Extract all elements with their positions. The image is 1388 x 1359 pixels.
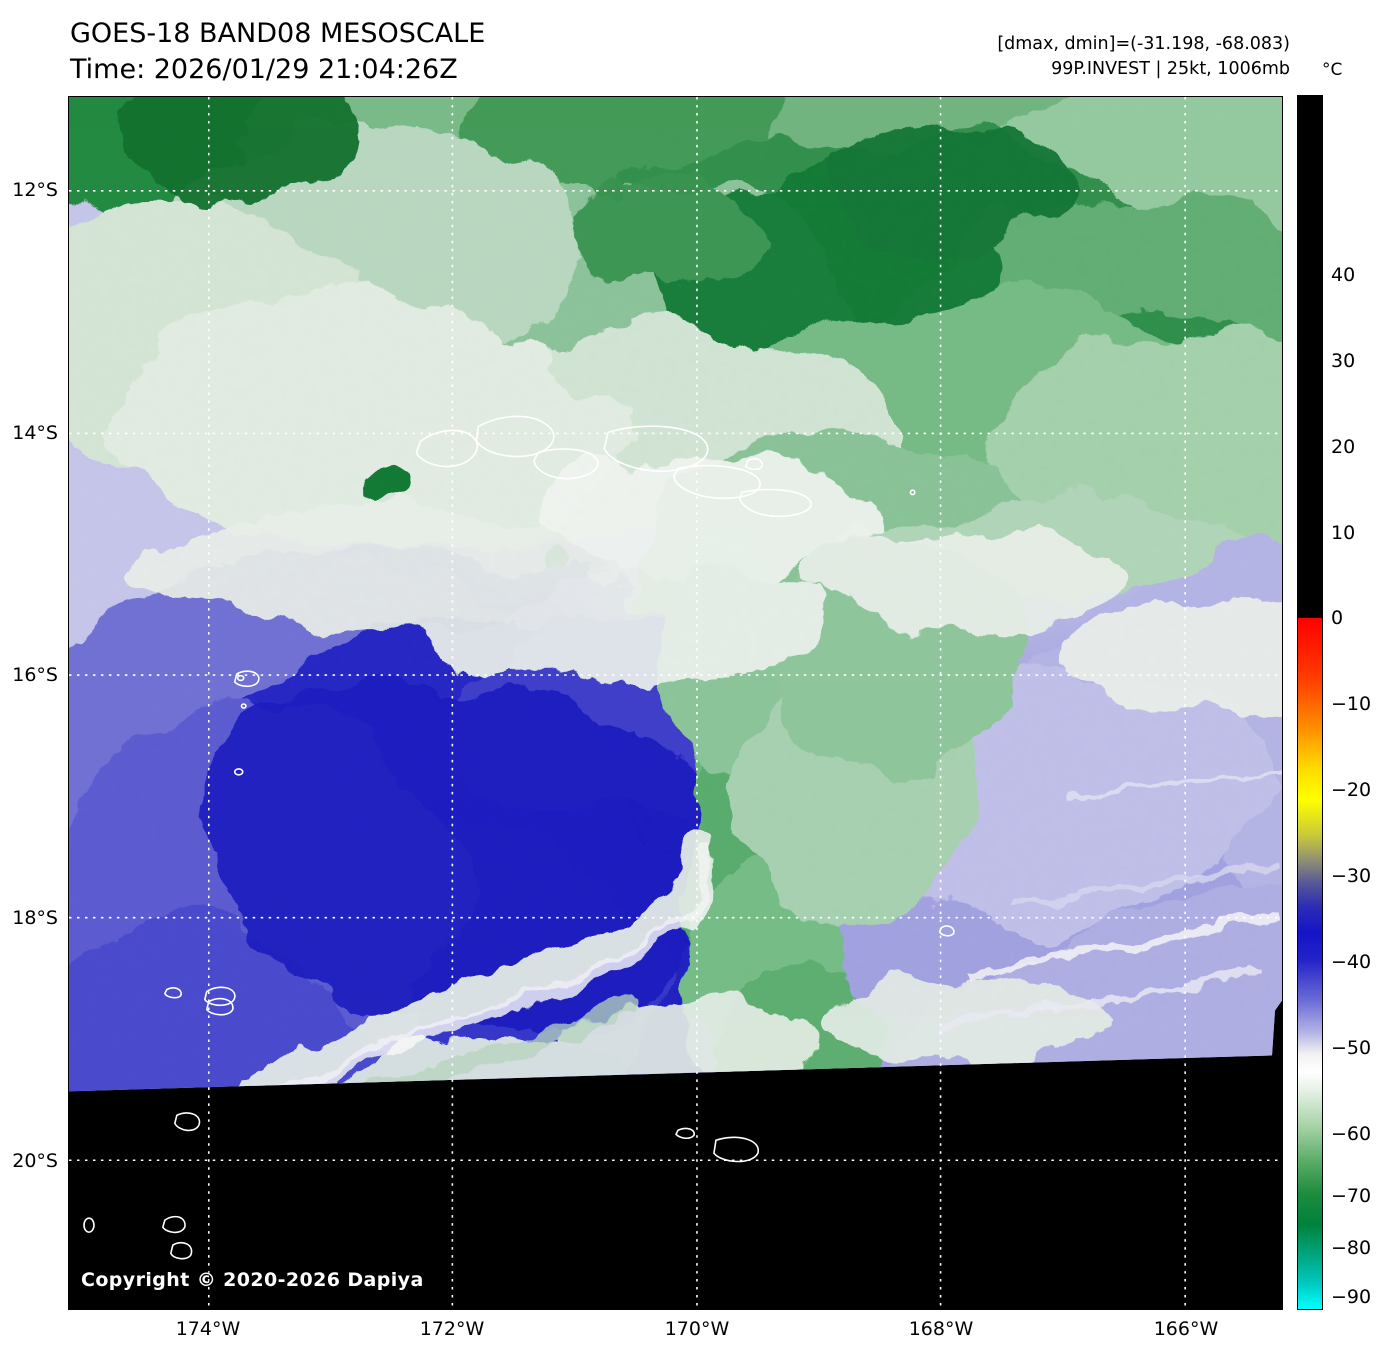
x-tick-170w: 170°W xyxy=(664,1318,730,1340)
y-tick-16s: 16°S xyxy=(12,664,58,686)
cbar-tick-20: 20 xyxy=(1331,436,1356,458)
colorbar[interactable] xyxy=(1297,95,1323,1310)
cbar-tick-30: 30 xyxy=(1331,350,1356,372)
y-tick-18s: 18°S xyxy=(12,907,58,929)
cbar-tick-m40: −40 xyxy=(1331,951,1372,973)
cbar-tick-10: 10 xyxy=(1331,522,1356,544)
cbar-tick-m90: −90 xyxy=(1331,1286,1372,1308)
coastline-overlay xyxy=(83,415,955,1260)
copyright-label: Copyright © 2020-2026 Dapiya xyxy=(81,1269,424,1291)
satellite-imagery-canvas xyxy=(69,97,1282,1309)
x-tick-168w: 168°W xyxy=(908,1318,974,1340)
graticule-grid xyxy=(69,97,1282,1309)
dminmax-label: [dmax, dmin]=(-31.198, -68.083) xyxy=(997,34,1290,54)
y-tick-14s: 14°S xyxy=(12,422,58,444)
cbar-tick-40: 40 xyxy=(1331,264,1356,286)
y-tick-20s: 20°S xyxy=(12,1150,58,1172)
x-tick-172w: 172°W xyxy=(419,1318,485,1340)
metadata-block: [dmax, dmin]=(-31.198, -68.083) 99P.INVE… xyxy=(997,32,1290,82)
cbar-tick-0: 0 xyxy=(1331,607,1344,629)
title-block: GOES-18 BAND08 MESOSCALE Time: 2026/01/2… xyxy=(70,16,485,88)
x-tick-166w: 166°W xyxy=(1153,1318,1219,1340)
y-tick-12s: 12°S xyxy=(12,179,58,201)
cbar-tick-m70: −70 xyxy=(1331,1185,1372,1207)
cbar-tick-m80: −80 xyxy=(1331,1237,1372,1259)
cbar-tick-m60: −60 xyxy=(1331,1123,1372,1145)
page-title: GOES-18 BAND08 MESOSCALE xyxy=(70,18,486,49)
brightness-temperature-field xyxy=(69,97,1282,1092)
storm-info-label: 99P.INVEST | 25kt, 1006mb xyxy=(1051,58,1290,79)
x-tick-174w: 174°W xyxy=(175,1318,241,1340)
cbar-tick-m20: −20 xyxy=(1331,779,1372,801)
colorbar-unit-label: °C xyxy=(1322,60,1343,80)
cbar-tick-m50: −50 xyxy=(1331,1037,1372,1059)
cbar-tick-m10: −10 xyxy=(1331,693,1372,715)
timestamp-label: Time: 2026/01/29 21:04:26Z xyxy=(70,53,458,85)
cbar-tick-m30: −30 xyxy=(1331,865,1372,887)
colorbar-gradient xyxy=(1298,96,1322,1309)
satellite-image-plot[interactable]: Copyright © 2020-2026 Dapiya xyxy=(68,96,1283,1310)
